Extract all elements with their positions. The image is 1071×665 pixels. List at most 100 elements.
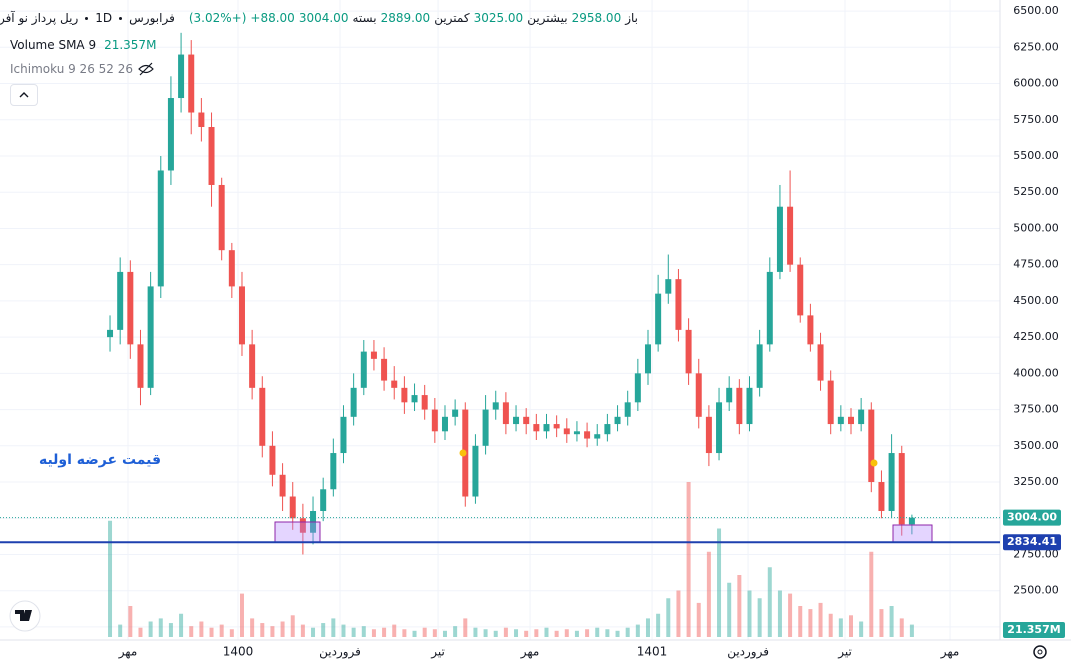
volume-bar (706, 551, 711, 637)
candle-body (543, 424, 550, 432)
candle-body (776, 206, 783, 272)
volume-bar (564, 629, 569, 637)
candle-body (269, 445, 276, 475)
volume-bar (889, 606, 894, 637)
x-tick-label: تیر (837, 645, 852, 660)
volume-bar (717, 528, 722, 637)
volume-bar (219, 624, 224, 637)
gear-hub[interactable] (1037, 649, 1043, 655)
candle-body (736, 387, 743, 425)
volume-tag-label: 21.357M (1007, 623, 1060, 636)
volume-bar (737, 575, 742, 637)
eye-path[interactable] (138, 62, 154, 76)
candle-body (675, 279, 682, 330)
volume-bar (514, 629, 519, 637)
volume-bar (128, 606, 133, 637)
overlay: 2250.002500.002750.003000.003250.003500.… (0, 4, 1065, 660)
volume-bar (371, 629, 376, 637)
settings-icon[interactable] (1033, 645, 1047, 659)
volume-bar (777, 590, 782, 637)
y-tick-label: 4500.00 (1013, 294, 1059, 307)
highlight-box (274, 521, 321, 543)
candle-body (523, 416, 530, 425)
indicator-label: Ichimoku 9 26 52 26 (10, 62, 133, 76)
volume-tag (1003, 622, 1065, 638)
ohlc-change: +88.00 (250, 11, 295, 25)
volume-bar (534, 629, 539, 637)
volume-bar (879, 609, 884, 637)
grid (0, 0, 1000, 640)
candle-body (218, 184, 225, 251)
candle-body (614, 416, 621, 425)
volume-bar (828, 613, 833, 637)
volume-bar (909, 624, 914, 637)
separator (85, 16, 89, 20)
candle-body (340, 416, 347, 454)
candle-body (208, 127, 215, 185)
x-tick-label: 1401 (637, 645, 668, 659)
separator (119, 16, 123, 20)
candle-body (330, 453, 337, 490)
y-tick-label: 5250.00 (1013, 185, 1059, 198)
volume-bar (280, 621, 285, 637)
volume-bar (635, 624, 640, 637)
candle-body (624, 402, 631, 417)
x-tick-label: مهر (520, 645, 540, 660)
volume-bar (189, 626, 194, 637)
eye-off-icon[interactable] (137, 62, 155, 76)
collapse-button[interactable] (10, 84, 38, 106)
x-tick-label: فروردین (727, 645, 769, 660)
y-tick-label: 3500.00 (1013, 439, 1059, 452)
candle-body (756, 344, 763, 388)
volume-bar (321, 623, 326, 637)
volume-bar (250, 618, 255, 637)
candle-body (716, 402, 723, 454)
candle-body (807, 315, 814, 345)
ohlc-text: بیشترین (527, 11, 568, 25)
volume-bar (503, 627, 508, 637)
volume-bar (615, 630, 620, 637)
candle-body (370, 351, 377, 359)
y-tick-label: 6500.00 (1013, 4, 1059, 17)
candle-body (746, 387, 753, 425)
gear[interactable] (1033, 645, 1047, 659)
volume-bar (818, 602, 823, 637)
volume-bar (229, 629, 234, 637)
candle-body (167, 98, 174, 171)
candle-body (391, 380, 398, 388)
volume-bar (118, 624, 123, 637)
x-tick-label: فروردین (319, 645, 361, 660)
candle-body (858, 409, 865, 425)
volume-bar (453, 626, 458, 637)
volume-bar (473, 627, 478, 637)
volume-bar (585, 629, 590, 637)
candle-body (431, 409, 438, 432)
y-tick-label: 6250.00 (1013, 40, 1059, 53)
candle-body (573, 431, 580, 435)
candle-body (594, 434, 601, 439)
candle-body (908, 517, 915, 525)
volume-bar (432, 629, 437, 637)
volume-bar (341, 624, 346, 637)
volume-bar (361, 626, 366, 637)
volume-bar (463, 618, 468, 637)
candle-body (797, 264, 804, 316)
chevron-up[interactable] (19, 92, 29, 98)
chevron-path[interactable] (19, 92, 29, 98)
volume-bar (859, 621, 864, 637)
volume-bar (848, 615, 853, 637)
candle-body (228, 250, 235, 287)
candle-body (837, 416, 844, 425)
candle-body (441, 416, 448, 432)
candle-body (157, 170, 164, 287)
candle-body (178, 54, 185, 99)
ohlc-text: کمترین (434, 11, 470, 25)
candle-body (137, 344, 144, 388)
tv-logo (9, 600, 41, 632)
candle-body (421, 395, 428, 410)
volume-bar (493, 630, 498, 637)
volume-bar (300, 624, 305, 637)
candle-body (878, 482, 885, 512)
volume-bar (290, 615, 295, 637)
candle-body (401, 387, 408, 403)
